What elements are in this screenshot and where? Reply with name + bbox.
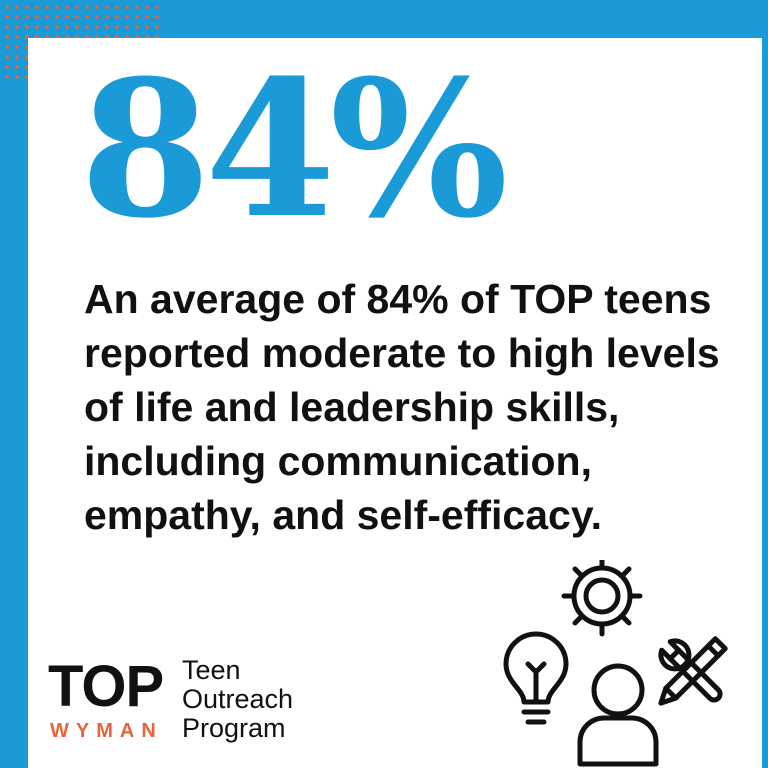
top-wyman-logo: TOP WYMAN Teen Outreach Program bbox=[48, 656, 348, 756]
logo-org-name: WYMAN bbox=[50, 720, 163, 742]
logo-line-outreach: Outreach bbox=[182, 684, 294, 714]
pencil-icon bbox=[658, 636, 728, 706]
gear-icon bbox=[561, 560, 643, 637]
wrench-icon bbox=[658, 638, 723, 703]
content-card: 84% An average of 84% of TOP teens repor… bbox=[28, 38, 762, 768]
statistic-description: An average of 84% of TOP teens reported … bbox=[84, 276, 720, 538]
person-icon bbox=[577, 663, 659, 767]
skills-illustration bbox=[503, 560, 728, 767]
logo-wordmark: TOP bbox=[48, 654, 164, 719]
headline-statistic: 84% bbox=[80, 39, 508, 260]
logo-program-name: Teen Outreach Program bbox=[182, 656, 293, 743]
lightbulb-icon bbox=[503, 631, 569, 725]
logo-line-teen: Teen bbox=[182, 655, 241, 685]
logo-line-program: Program bbox=[182, 713, 286, 743]
